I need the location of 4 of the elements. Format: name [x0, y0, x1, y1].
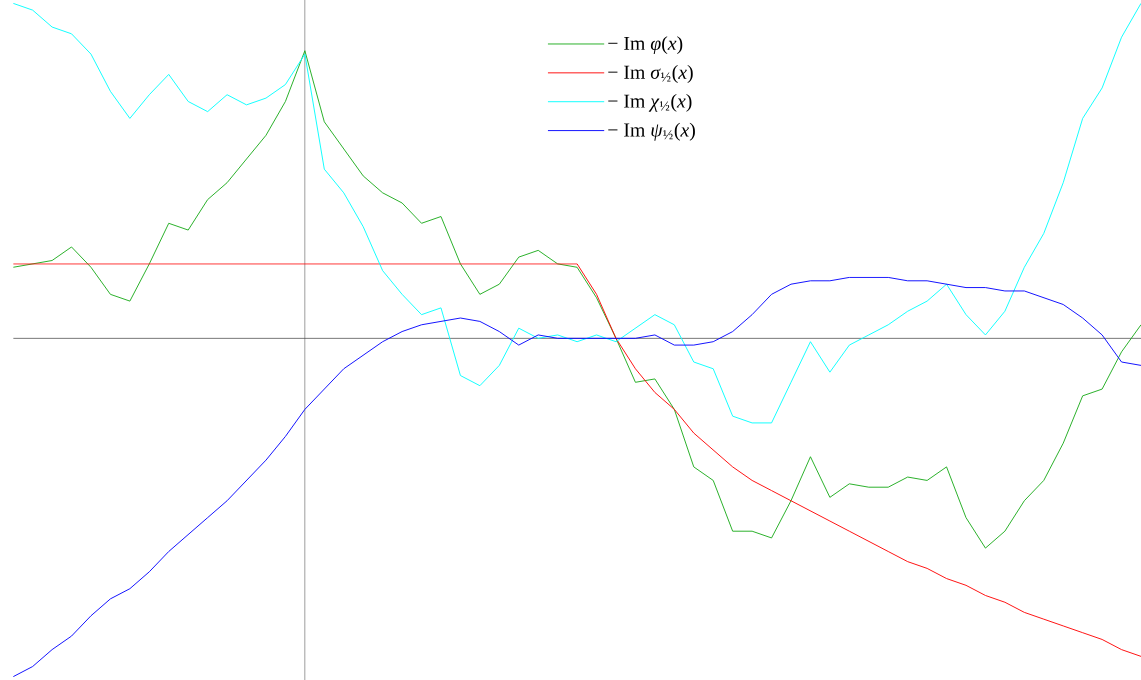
legend-label: − Im χ$_{½}$(x): [608, 93, 692, 112]
legend-label: − Im ψ$_{½}$(x): [608, 122, 695, 141]
legend-label: − Im σ$_{½}$(x): [608, 64, 693, 83]
legend-label: − Im φ(x): [608, 36, 683, 55]
